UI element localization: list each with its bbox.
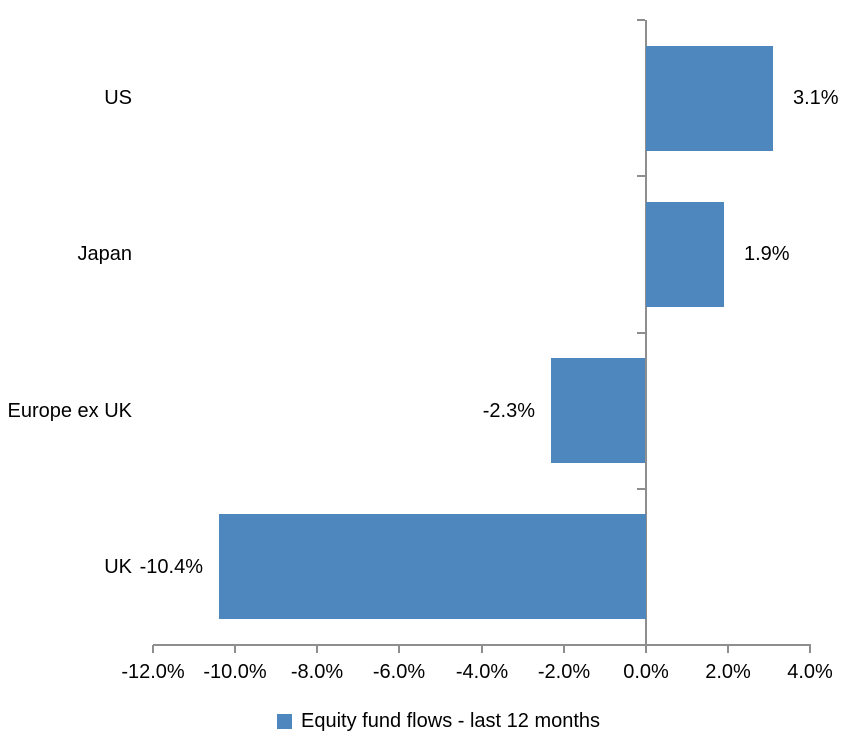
bar-uk bbox=[219, 514, 646, 619]
x-tick-label-4-0: -4.0% bbox=[455, 661, 509, 683]
category-label-us: US bbox=[104, 87, 132, 109]
x-tick-label-10-0: -10.0% bbox=[203, 661, 267, 683]
category-boundary-tick-4 bbox=[637, 644, 645, 646]
x-tick-0-0 bbox=[645, 645, 647, 653]
category-label-japan: Japan bbox=[77, 243, 133, 265]
category-boundary-tick-1 bbox=[637, 175, 645, 177]
x-tick-label-0-0: 0.0% bbox=[623, 661, 669, 683]
x-tick-4-0 bbox=[809, 645, 811, 653]
x-tick-6-0 bbox=[398, 645, 400, 653]
legend: Equity fund flows - last 12 months bbox=[277, 710, 600, 733]
x-tick-2-0 bbox=[727, 645, 729, 653]
value-label-japan: 1.9% bbox=[744, 243, 790, 265]
bar-japan bbox=[646, 202, 724, 307]
legend-label: Equity fund flows - last 12 months bbox=[301, 710, 601, 732]
x-tick-label-6-0: -6.0% bbox=[372, 661, 426, 683]
x-tick-2-0 bbox=[563, 645, 565, 653]
x-tick-4-0 bbox=[481, 645, 483, 653]
category-axis-zero-line bbox=[645, 20, 647, 645]
x-tick-label-12-0: -12.0% bbox=[121, 661, 185, 683]
value-label-uk: -10.4% bbox=[139, 556, 203, 578]
x-tick-label-8-0: -8.0% bbox=[290, 661, 344, 683]
value-label-us: 3.1% bbox=[793, 87, 839, 109]
category-label-uk: UK bbox=[104, 556, 132, 578]
x-tick-12-0 bbox=[152, 645, 154, 653]
legend-swatch-icon bbox=[277, 714, 292, 729]
bar-us bbox=[646, 46, 773, 151]
value-label-europe-ex-uk: -2.3% bbox=[482, 400, 535, 422]
x-tick-label-2-0: 2.0% bbox=[705, 661, 751, 683]
bar-europe-ex-uk bbox=[551, 358, 645, 463]
category-boundary-tick-3 bbox=[637, 488, 645, 490]
x-tick-8-0 bbox=[316, 645, 318, 653]
category-boundary-tick-0 bbox=[637, 19, 645, 21]
category-boundary-tick-2 bbox=[637, 332, 645, 334]
x-tick-label-2-0: -2.0% bbox=[537, 661, 591, 683]
x-tick-label-4-0: 4.0% bbox=[787, 661, 833, 683]
x-tick-10-0 bbox=[234, 645, 236, 653]
category-label-europe-ex-uk: Europe ex UK bbox=[7, 400, 132, 422]
